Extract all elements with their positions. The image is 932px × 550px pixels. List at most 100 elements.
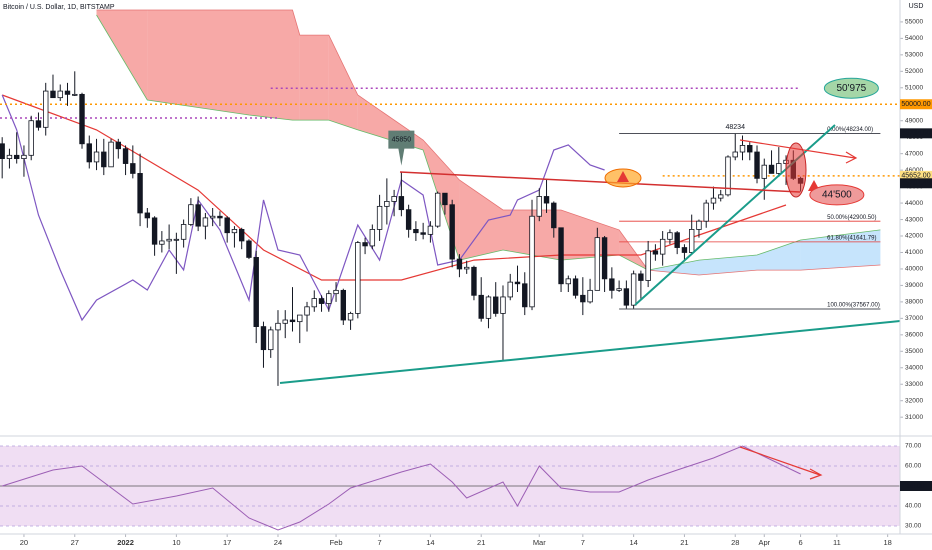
y-tick-label: 36000 bbox=[905, 332, 923, 339]
candle-body bbox=[456, 258, 463, 270]
candle-body bbox=[224, 217, 230, 234]
candle-body bbox=[130, 163, 136, 174]
candle-body bbox=[536, 196, 542, 217]
x-tick-label: 27 bbox=[71, 538, 79, 547]
candle-body bbox=[209, 215, 216, 219]
cloud-segment bbox=[249, 10, 293, 121]
x-tick-label: 17 bbox=[223, 538, 231, 547]
candle-body bbox=[398, 196, 405, 211]
candle-body bbox=[86, 143, 92, 163]
currency: USD bbox=[909, 3, 924, 10]
cloud-segment bbox=[299, 35, 329, 121]
candle-body bbox=[362, 242, 368, 247]
candle-body bbox=[151, 217, 158, 245]
candle-body bbox=[529, 215, 535, 308]
candle-body bbox=[304, 306, 310, 316]
candle-body bbox=[652, 250, 659, 255]
indicator-line bbox=[1, 94, 605, 322]
top-layer: 45850 48234 50'975 44'500 50000.00 48234.00 45… bbox=[388, 77, 932, 491]
y-tick-label: 40.00 bbox=[905, 503, 922, 510]
candle-body bbox=[50, 90, 56, 99]
candle-body bbox=[500, 296, 506, 314]
cloud-segment bbox=[147, 10, 249, 115]
warning-icon bbox=[617, 171, 629, 182]
x-tick-label: 7 bbox=[378, 538, 382, 547]
y-tick-label: 70.00 bbox=[905, 443, 922, 450]
candle-body bbox=[311, 298, 317, 308]
candle-body bbox=[405, 209, 412, 230]
candle-body bbox=[101, 151, 107, 168]
candle-body bbox=[420, 232, 426, 235]
y-tick-label: 40000 bbox=[905, 266, 923, 273]
candle-body bbox=[369, 229, 376, 247]
candle-body bbox=[21, 154, 27, 160]
candle-body bbox=[122, 148, 129, 164]
candle-body bbox=[64, 90, 71, 95]
candle-body bbox=[289, 319, 296, 323]
candle-body bbox=[28, 120, 34, 156]
candle-body bbox=[761, 164, 767, 179]
candle-body bbox=[355, 242, 361, 314]
candle-body bbox=[471, 266, 477, 296]
candle-body bbox=[747, 145, 753, 153]
candle-body bbox=[732, 151, 738, 158]
candle-body bbox=[391, 196, 397, 202]
candle-body bbox=[565, 278, 572, 285]
candle-body bbox=[463, 266, 470, 270]
y-tick-label: 37000 bbox=[905, 315, 923, 322]
x-tick-label: 21 bbox=[477, 538, 485, 547]
x-tick-label: 14 bbox=[629, 538, 637, 547]
y-tick-label: 33000 bbox=[905, 381, 923, 388]
candle-body bbox=[703, 202, 709, 222]
y-tick-label: 52000 bbox=[905, 68, 923, 75]
candle-body bbox=[558, 227, 564, 285]
candle-body bbox=[347, 313, 354, 321]
price-tag-label: 50000.00 bbox=[901, 101, 930, 108]
candle-body bbox=[268, 329, 274, 351]
candle-body bbox=[616, 288, 622, 291]
cloud-segment bbox=[699, 255, 757, 275]
candle-body bbox=[688, 229, 695, 253]
rsi-line bbox=[2, 445, 801, 531]
candle-body bbox=[231, 229, 238, 234]
candle-body bbox=[72, 93, 78, 96]
candle-body bbox=[35, 120, 42, 128]
candle-body bbox=[6, 154, 13, 160]
trend-line bbox=[399, 171, 801, 193]
candle-body bbox=[144, 212, 151, 219]
fib-label: 0.00%(48234.00) bbox=[827, 127, 873, 133]
x-tick-label: Mar bbox=[533, 538, 546, 547]
candle-body bbox=[202, 217, 209, 227]
candle-body bbox=[768, 164, 775, 174]
cloud-segment bbox=[328, 35, 358, 130]
candle-body bbox=[551, 202, 557, 229]
candle-body bbox=[594, 237, 601, 291]
candle-body bbox=[384, 201, 390, 207]
candle-body bbox=[57, 90, 63, 99]
x-tick-label: Apr bbox=[758, 538, 770, 547]
y-tick-label: 47000 bbox=[905, 150, 923, 157]
candle-body bbox=[710, 197, 717, 204]
candle-body bbox=[522, 283, 528, 308]
x-tick-label: 7 bbox=[581, 538, 585, 547]
x-tick-label: 6 bbox=[798, 538, 802, 547]
y-tick-label: 49000 bbox=[905, 117, 923, 124]
x-tick-label: 21 bbox=[680, 538, 688, 547]
candle-body bbox=[326, 293, 332, 304]
cloud-segment bbox=[292, 10, 300, 121]
candle-body bbox=[754, 151, 760, 179]
x-tick-label: 24 bbox=[274, 538, 282, 547]
price-tag-label: 45652.00 bbox=[901, 173, 930, 180]
callout bbox=[809, 184, 865, 206]
y-tick-label: 54000 bbox=[905, 35, 923, 42]
candle-body bbox=[696, 220, 702, 230]
candle-body bbox=[173, 238, 180, 241]
y-tick-label: 55000 bbox=[905, 19, 923, 26]
y-tick-label: 53000 bbox=[905, 52, 923, 59]
candle-body bbox=[572, 278, 579, 296]
y-tick-label: 31000 bbox=[905, 414, 923, 421]
arrow-head bbox=[809, 468, 823, 480]
candle-body bbox=[282, 319, 288, 324]
candle-body bbox=[166, 238, 172, 242]
